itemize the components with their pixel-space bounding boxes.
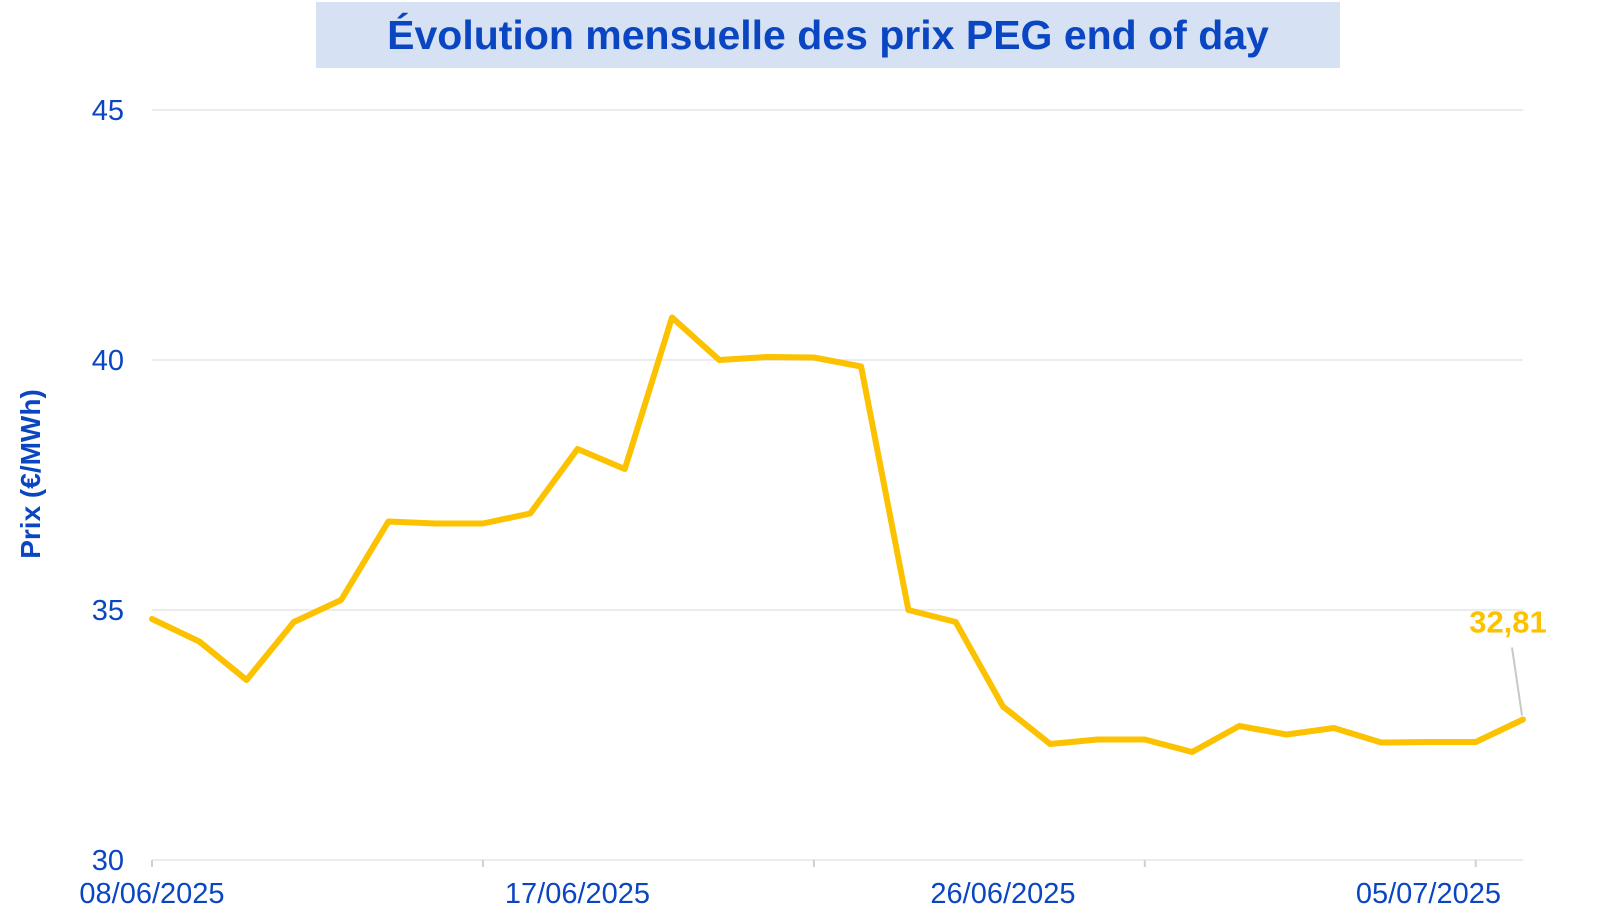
last-value-label: 32,81 [1469,605,1547,640]
y-axis-label: Prix (€/MWh) [15,389,46,559]
y-tick-label: 30 [92,845,124,877]
annotation-layer: 32,81 [1469,605,1547,716]
series-layer [149,314,1526,755]
y-axis: 30 35 40 45 [92,95,124,877]
x-tick-label: 05/07/2025 [1356,878,1501,910]
price-line [149,314,1526,755]
y-tick-label: 45 [92,95,124,127]
grid-lines [152,109,1523,861]
x-tick-label: 17/06/2025 [505,878,650,910]
chart-title: Évolution mensuelle des prix PEG end of … [387,11,1269,58]
x-axis: 08/06/2025 17/06/2025 26/06/2025 05/07/2025 [79,860,1501,910]
chart-title-box: Évolution mensuelle des prix PEG end of … [316,2,1340,68]
x-tick-label: 08/06/2025 [79,878,224,910]
y-tick-label: 35 [92,595,124,627]
x-tick-label: 26/06/2025 [930,878,1075,910]
last-value-connector [1511,647,1523,716]
y-tick-label: 40 [92,345,124,377]
